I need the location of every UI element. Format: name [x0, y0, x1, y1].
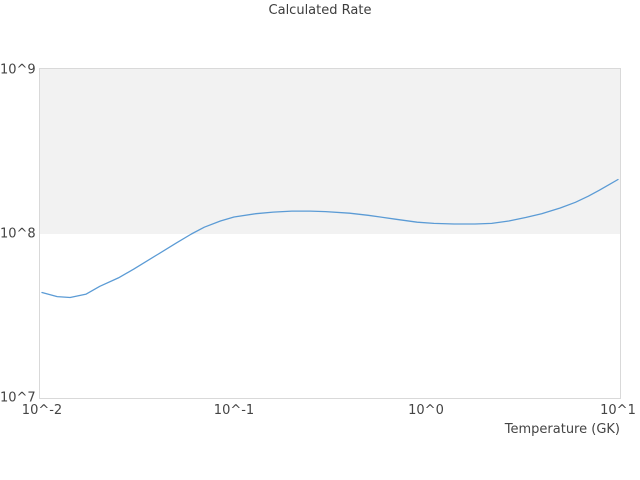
x-tick-label: 10^1	[600, 403, 636, 418]
chart-title: Calculated Rate	[268, 3, 372, 18]
y-tick-label: 10^7	[0, 390, 36, 406]
y-tick-label: 10^9	[0, 62, 36, 78]
rate-line	[41, 178, 619, 299]
x-tick-label: 10^-2	[21, 403, 63, 418]
log-decade-band	[40, 69, 620, 234]
plot-border	[39, 68, 621, 399]
x-axis-title: Temperature (GK)	[504, 422, 620, 437]
y-tick-label: 10^8	[0, 226, 36, 242]
x-tick-label: 10^0	[408, 403, 444, 418]
x-tick-label: 10^-1	[213, 403, 255, 418]
